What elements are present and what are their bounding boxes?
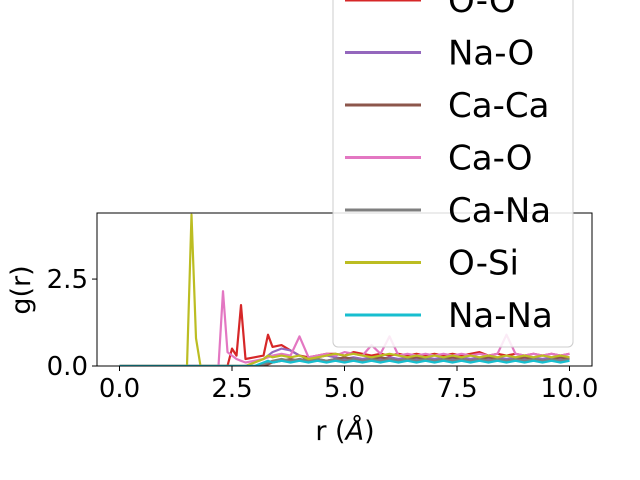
x-axis-label: r (Å) — [315, 415, 374, 447]
legend-label-na-na: Na-Na — [448, 296, 553, 336]
legend-label-ca-ca: Ca-Ca — [448, 86, 549, 126]
y-axis: 0.0 2.5 — [47, 265, 97, 382]
y-tick-label: 2.5 — [47, 265, 88, 295]
series-line-o-si — [119, 213, 570, 366]
legend: O-O Na-O Ca-Ca Ca-O Ca-Na O-Si Na-Na — [332, 0, 574, 348]
y-tick-label: 0.0 — [47, 352, 88, 382]
x-tick-label: 10.0 — [541, 374, 599, 404]
legend-label-o-o: O-O — [448, 0, 516, 21]
series-line-na-na — [119, 359, 570, 366]
legend-label-ca-o: Ca-O — [448, 139, 533, 179]
series-line-ca-na — [119, 357, 570, 366]
x-tick-label: 5.0 — [324, 374, 365, 404]
x-tick-label: 0.0 — [99, 374, 140, 404]
series-line-ca-ca — [119, 356, 570, 366]
legend-label-na-o: Na-O — [448, 34, 534, 74]
plot-area — [119, 213, 570, 366]
legend-label-ca-na: Ca-Na — [448, 191, 551, 231]
x-tick-label: 2.5 — [211, 374, 252, 404]
x-tick-label: 7.5 — [436, 374, 477, 404]
y-axis-label: g(r) — [6, 265, 37, 314]
legend-label-o-si: O-Si — [448, 244, 519, 284]
legend-box — [332, 0, 574, 348]
x-axis: 0.0 2.5 5.0 7.5 10.0 — [99, 366, 599, 404]
